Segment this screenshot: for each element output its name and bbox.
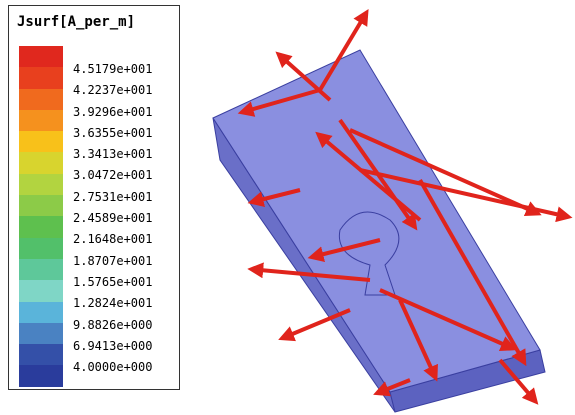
- model-view: [0, 0, 575, 415]
- page: Jsurf[A_per_m] 4.5179e+0014.2237e+0013.9…: [0, 0, 575, 415]
